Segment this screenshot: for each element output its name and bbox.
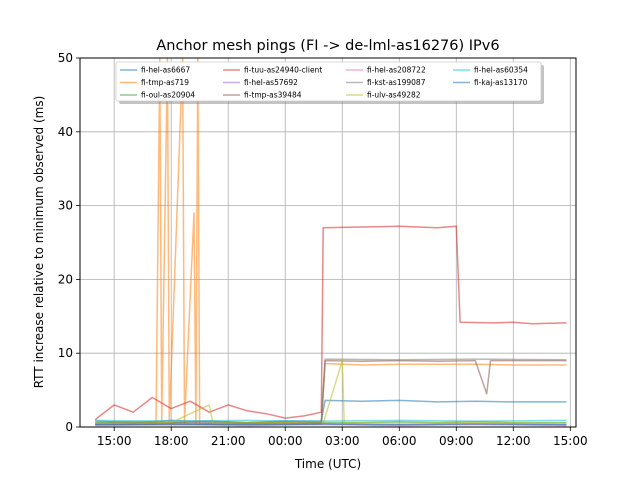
y-tick-label: 40 (58, 125, 73, 139)
x-axis-ticks: 15:00 18:00 21:00 00:00 03:00 06:00 09:00 12:00… (97, 427, 588, 448)
series-line-fi-kaj-as13170 (95, 423, 567, 426)
x-tick-label: 12:00 (496, 434, 531, 448)
y-tick-label: 30 (58, 199, 73, 213)
x-tick-label: 06:00 (382, 434, 417, 448)
legend-box (115, 61, 542, 102)
chart-title: Anchor mesh pings (FI -> de-lml-as16276)… (156, 38, 499, 54)
series-line-fi-tuu-as24940-client (94, 225, 567, 421)
y-tick-label: 10 (58, 346, 73, 360)
legend-entry-label: fi-tuu-as24940-client (244, 66, 322, 75)
legend-entry-label: fi-kst-as199087 (367, 78, 426, 87)
legend-entry-label: fi-tmp-as39484 (244, 91, 302, 100)
x-tick-label: 03:00 (325, 434, 360, 448)
x-tick-label: 15:00 (553, 434, 588, 448)
legend-entry-label: fi-hel-as60354 (474, 66, 528, 75)
legend-entry-label: fi-hel-as6667 (141, 66, 190, 75)
legend-entry-label: fi-kaj-as13170 (474, 78, 528, 87)
y-axis-ticks: 0 10 20 30 40 50 (58, 51, 80, 434)
x-tick-label: 15:00 (97, 434, 132, 448)
legend-entry-label: fi-oul-as20904 (141, 91, 195, 100)
x-tick-label: 00:00 (268, 434, 303, 448)
legend-entry-label: fi-hel-as208722 (367, 66, 426, 75)
series-line-fi-hel-as60354 (95, 419, 567, 422)
y-tick-label: 50 (58, 51, 73, 65)
legend: fi-hel-as6667 fi-tmp-as719 fi-oul-as20904 f… (115, 61, 544, 104)
x-tick-label: 09:00 (439, 434, 474, 448)
series-line-fi-tmp-as719 (95, 58, 567, 425)
y-tick-label: 0 (65, 420, 73, 434)
legend-entry-label: fi-tmp-as719 (141, 78, 189, 87)
y-tick-label: 20 (58, 272, 73, 286)
x-tick-label: 21:00 (211, 434, 246, 448)
x-tick-label: 18:00 (154, 434, 189, 448)
y-axis-label: RTT increase relative to minimum observe… (32, 96, 46, 389)
x-axis-label: Time (UTC) (294, 457, 361, 471)
plot-area-frame (79, 57, 577, 428)
legend-entry-label: fi-hel-as57692 (244, 78, 298, 87)
series-lines (94, 58, 567, 427)
legend-entry-label: fi-ulv-as49282 (367, 91, 421, 100)
